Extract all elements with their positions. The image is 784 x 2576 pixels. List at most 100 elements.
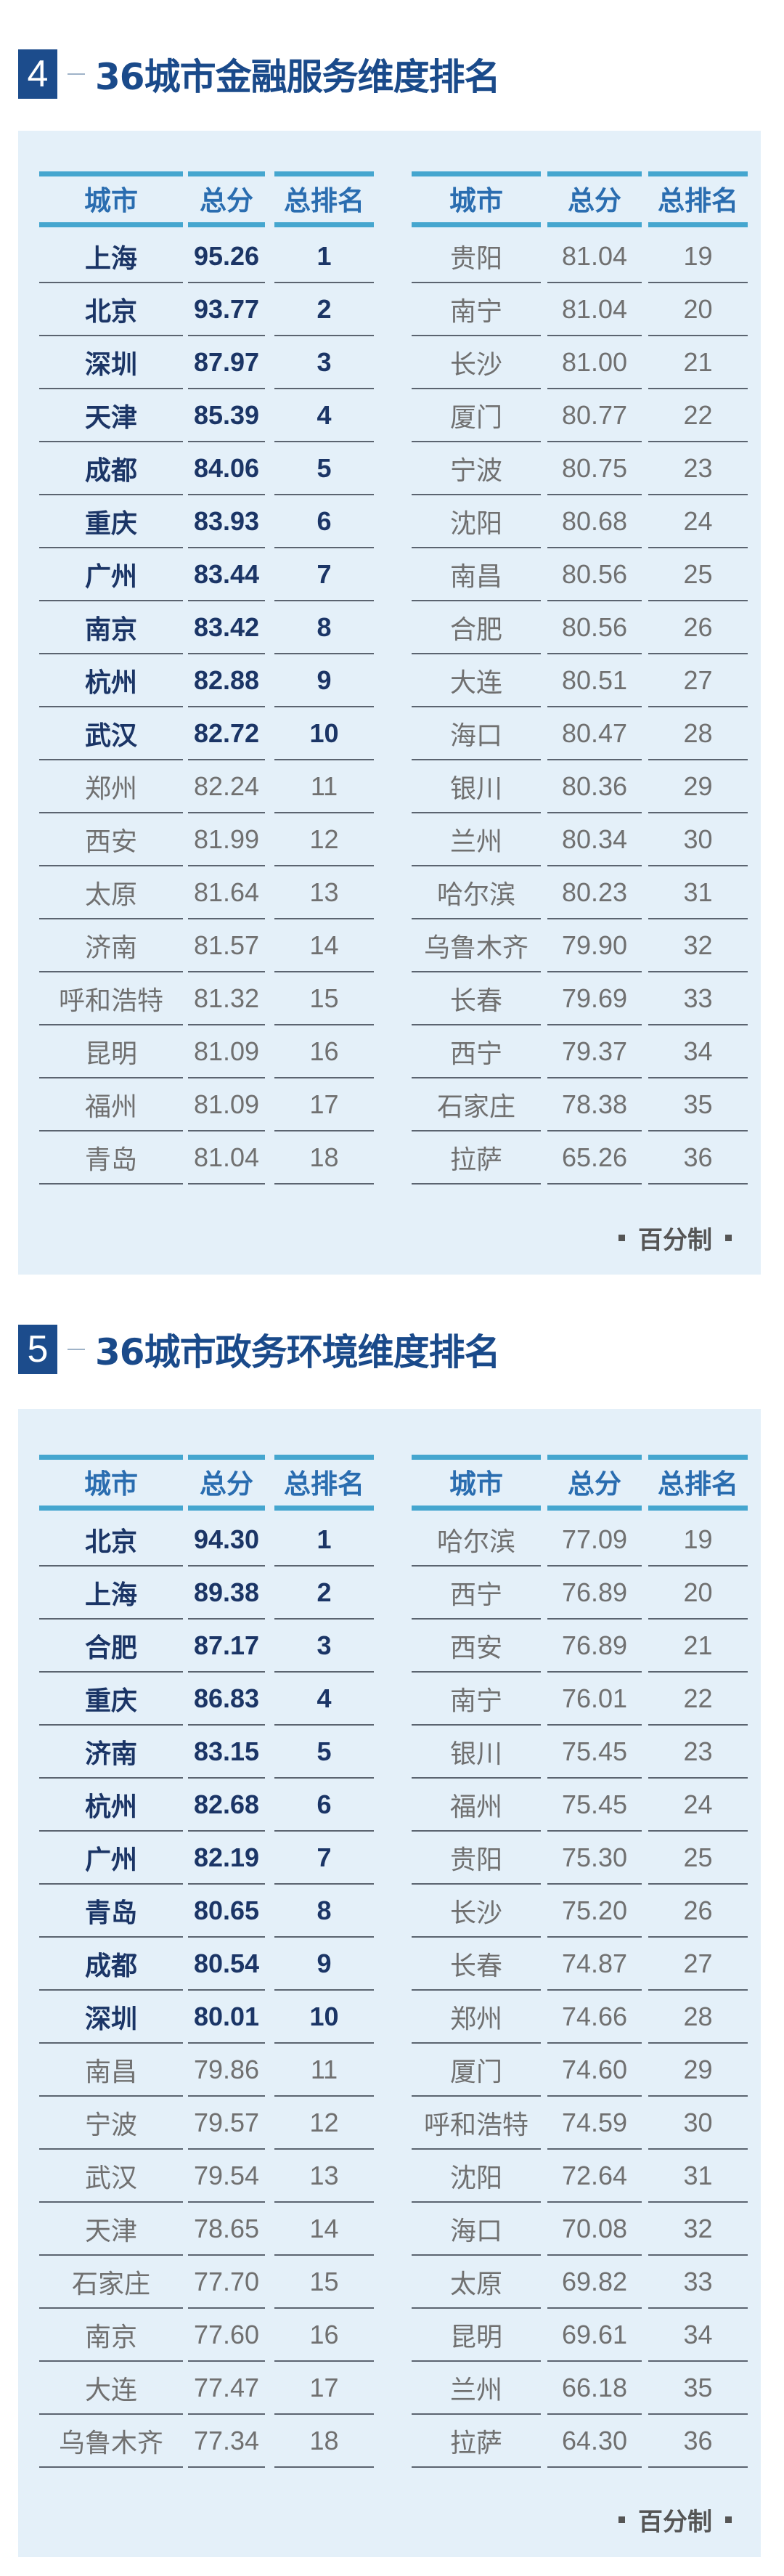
cell-city: 哈尔滨 [436, 879, 515, 909]
cell-rank: 8 [317, 612, 332, 642]
cell-rank: 25 [683, 558, 713, 589]
cell-city: 重庆 [84, 1685, 137, 1715]
cell-score: 74.59 [561, 2107, 628, 2137]
row-divider [188, 2148, 265, 2150]
row-divider [547, 759, 642, 760]
cell-score: 78.38 [561, 1089, 628, 1119]
header-bottom-rule [412, 1506, 541, 1511]
cell-score: 81.04 [561, 293, 628, 324]
row-divider [547, 812, 642, 813]
header-bottom-rule [547, 222, 642, 227]
cell-score: 69.82 [561, 2266, 628, 2296]
row-divider [547, 441, 642, 442]
cell-rank: 7 [317, 1842, 332, 1872]
row-divider [547, 2201, 642, 2203]
cell-score: 95.26 [193, 240, 260, 271]
row-divider [412, 2201, 541, 2203]
row-divider [188, 759, 265, 760]
cell-city: 广州 [84, 561, 137, 591]
row-divider [274, 1883, 374, 1885]
section-title: 5 36城市政务环境维度排名 [18, 1325, 501, 1374]
row-divider [274, 812, 374, 813]
cell-rank: 26 [683, 1895, 713, 1925]
row-divider [412, 918, 541, 919]
cell-rank: 18 [309, 2425, 339, 2455]
unit-note: 百分制 [605, 1220, 745, 1256]
ranking-table-panel [18, 1409, 761, 2557]
cell-city: 大连 [449, 667, 502, 697]
column-header-rank: 总排名 [284, 186, 364, 216]
cell-city: 成都 [84, 1950, 137, 1980]
row-divider [547, 2466, 642, 2468]
cell-city: 南京 [84, 2321, 137, 2352]
cell-city: 北京 [84, 1526, 137, 1556]
row-divider [648, 2148, 748, 2150]
header-bottom-rule [188, 1506, 265, 1511]
row-divider [188, 2413, 265, 2415]
header-top-rule [274, 171, 374, 176]
cell-city: 贵阳 [449, 243, 502, 273]
row-divider [648, 1130, 748, 1131]
header-bottom-rule [274, 1506, 374, 1511]
cell-score: 82.72 [193, 718, 260, 748]
row-divider [412, 1183, 541, 1185]
row-divider [188, 1183, 265, 1185]
cell-city: 西宁 [449, 1038, 502, 1068]
column-header-city: 城市 [84, 1469, 138, 1499]
cell-city: 拉萨 [449, 2427, 502, 2458]
cell-city: 南昌 [449, 561, 502, 591]
column-header-score: 总分 [200, 186, 253, 216]
row-divider [39, 1183, 183, 1185]
row-divider [188, 2466, 265, 2468]
row-divider [648, 2307, 748, 2309]
row-divider [39, 282, 183, 283]
cell-city: 北京 [84, 296, 137, 326]
cell-city: 沈阳 [449, 2162, 502, 2193]
row-divider [412, 1077, 541, 1078]
row-divider [547, 2307, 642, 2309]
row-divider [188, 494, 265, 495]
row-divider [39, 2413, 183, 2415]
section-number-badge: 4 [18, 49, 57, 99]
cell-city: 沈阳 [449, 508, 502, 538]
row-divider [39, 1883, 183, 1885]
square-bullet-icon [725, 1235, 732, 1241]
row-divider [412, 759, 541, 760]
cell-rank: 17 [309, 2372, 339, 2402]
row-divider [412, 1724, 541, 1726]
cell-rank: 5 [317, 1736, 332, 1766]
cell-city: 宁波 [449, 455, 502, 485]
row-divider [274, 759, 374, 760]
cell-city: 长春 [449, 1950, 502, 1980]
cell-rank: 26 [683, 612, 713, 642]
row-divider [39, 1989, 183, 1991]
cell-city: 武汉 [84, 720, 137, 750]
square-bullet-icon [618, 2516, 625, 2523]
cell-city: 乌鲁木齐 [423, 932, 528, 962]
header-top-rule [547, 171, 642, 176]
cell-rank: 35 [683, 2372, 713, 2402]
row-divider [547, 1024, 642, 1025]
cell-score: 81.57 [193, 930, 260, 960]
row-divider [412, 1024, 541, 1025]
cell-city: 郑州 [449, 2003, 502, 2033]
cell-rank: 6 [317, 505, 332, 536]
row-divider [39, 335, 183, 336]
row-divider [274, 547, 374, 548]
row-divider [188, 1777, 265, 1779]
row-divider [412, 2148, 541, 2150]
cell-rank: 31 [683, 877, 713, 907]
cell-score: 80.56 [561, 612, 628, 642]
cell-city: 杭州 [84, 667, 137, 697]
cell-city: 拉萨 [449, 1144, 502, 1174]
cell-score: 82.24 [193, 771, 260, 801]
row-divider [188, 2201, 265, 2203]
cell-city: 深圳 [84, 2003, 137, 2033]
cell-rank: 16 [309, 2319, 339, 2349]
row-divider [547, 1618, 642, 1620]
cell-rank: 23 [683, 452, 713, 483]
row-divider [412, 2360, 541, 2362]
row-divider [274, 2148, 374, 2150]
row-divider [39, 600, 183, 601]
cell-rank: 27 [683, 665, 713, 695]
